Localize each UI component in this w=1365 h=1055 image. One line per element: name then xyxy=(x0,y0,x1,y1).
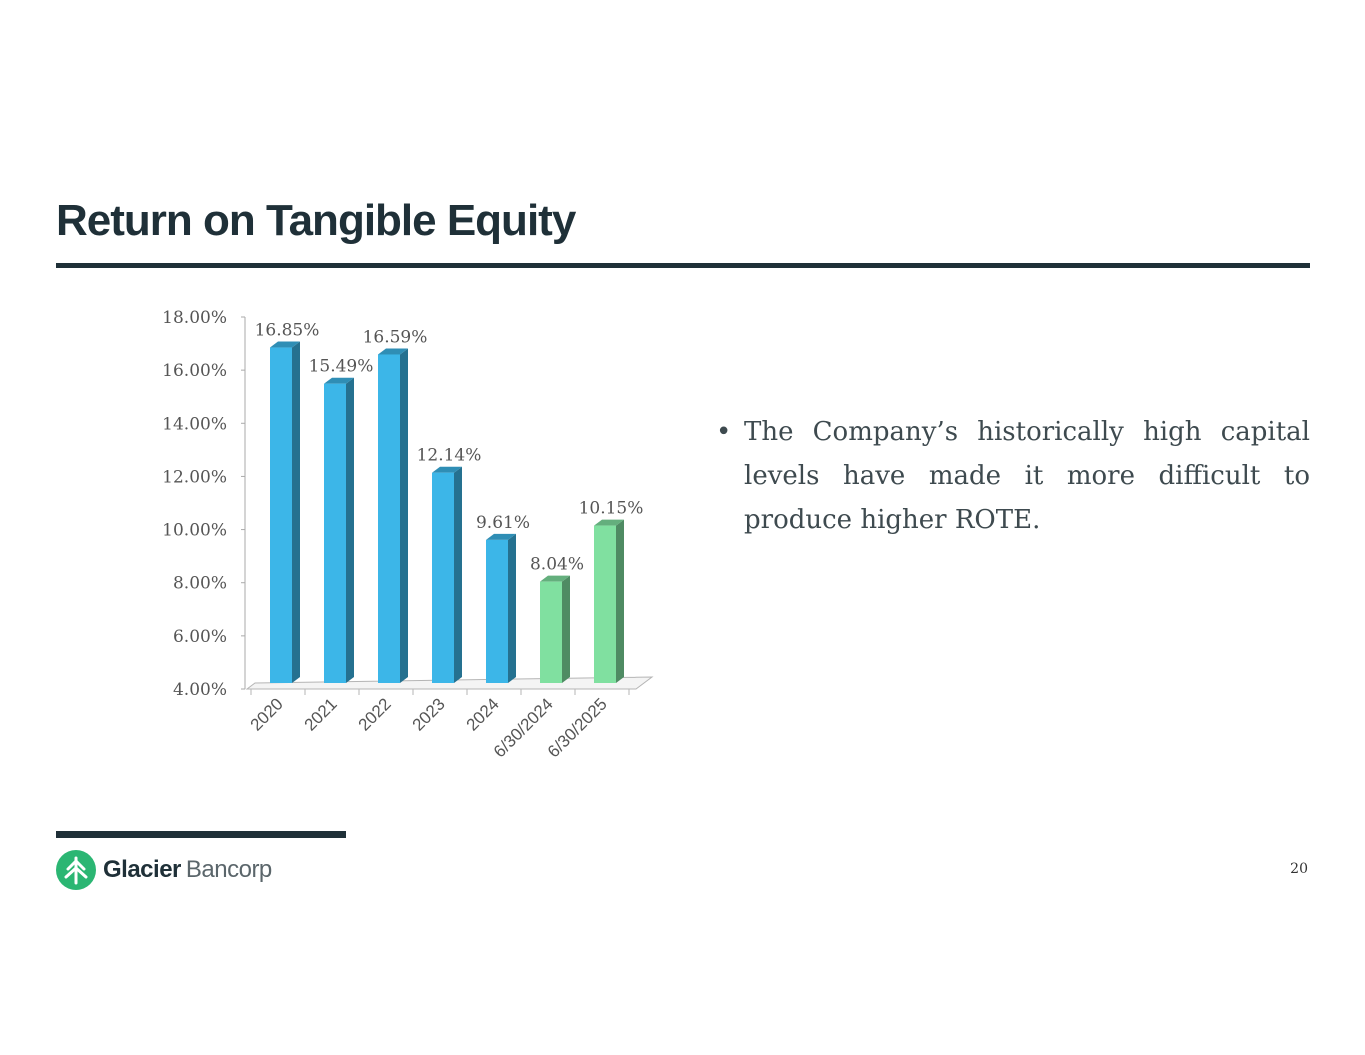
logo-name-bold: Glacier xyxy=(103,856,181,883)
data-label: 10.15% xyxy=(579,499,644,519)
x-tick-label: 2022 xyxy=(355,694,395,734)
bar-2023 xyxy=(432,472,454,683)
x-tick-label: 2021 xyxy=(301,694,341,734)
y-tick-label: 4.00% xyxy=(173,680,227,700)
bar-side xyxy=(400,348,408,683)
y-tick-label: 16.00% xyxy=(162,361,227,381)
bar-top xyxy=(378,348,408,355)
bar-side xyxy=(508,533,516,683)
bar-top xyxy=(594,519,624,526)
bar-top xyxy=(432,466,462,473)
company-logo: Glacier Bancorp xyxy=(56,850,272,890)
data-label: 16.85% xyxy=(255,321,320,341)
data-label: 8.04% xyxy=(530,555,584,575)
data-label: 15.49% xyxy=(309,357,374,377)
y-tick-label: 6.00% xyxy=(173,627,227,647)
bullet-icon: • xyxy=(716,417,732,447)
bar-6/30/2025 xyxy=(594,525,616,683)
logo-name-light: Bancorp xyxy=(185,856,272,883)
y-tick-label: 14.00% xyxy=(162,414,227,434)
bar-side xyxy=(562,575,570,683)
footer-divider xyxy=(56,831,346,838)
bar-top xyxy=(486,533,516,540)
data-label: 16.59% xyxy=(363,327,428,347)
bar-top xyxy=(540,575,570,582)
bar-side xyxy=(454,466,462,683)
y-tick-label: 10.00% xyxy=(162,521,227,541)
data-label: 9.61% xyxy=(476,513,530,533)
rote-bar-chart: 4.00% 6.00% 8.00% 10.00% 12.00% 14.00% 16.00% 1… xyxy=(162,308,654,761)
x-tick-label: 6/30/2025 xyxy=(544,694,611,761)
y-tick-label: 12.00% xyxy=(162,467,227,487)
page-number: 20 xyxy=(1290,861,1308,877)
glacier-tree-icon xyxy=(56,850,96,890)
y-tick-label: 18.00% xyxy=(162,308,227,328)
bar-side xyxy=(616,519,624,683)
slide-title: Return on Tangible Equity xyxy=(56,196,576,245)
y-tick-label: 8.00% xyxy=(173,574,227,594)
bar-side xyxy=(346,377,354,683)
bar-2021 xyxy=(324,383,346,683)
title-divider xyxy=(56,263,1310,268)
bar-side xyxy=(292,341,300,683)
x-tick-label: 2024 xyxy=(463,694,503,734)
bullet-text: The Company’s historically high capital … xyxy=(744,417,1310,535)
bar-2020 xyxy=(270,347,292,683)
data-label: 12.14% xyxy=(417,446,482,466)
bar-2024 xyxy=(486,539,508,683)
bar-6/30/2024 xyxy=(540,581,562,683)
bar-top xyxy=(324,377,354,384)
x-tick-label: 2023 xyxy=(409,694,449,734)
x-tick-label: 2020 xyxy=(247,694,287,734)
bar-top xyxy=(270,341,300,348)
bar-2022 xyxy=(378,354,400,683)
